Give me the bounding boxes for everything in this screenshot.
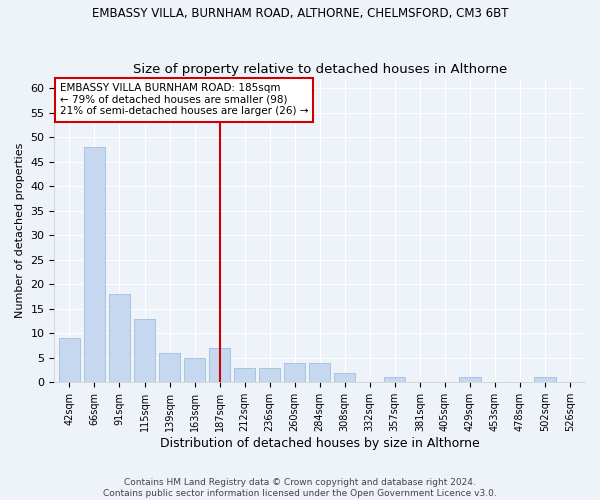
Bar [535, 378, 556, 382]
Bar [84, 147, 105, 382]
Bar [134, 318, 155, 382]
Bar [209, 348, 230, 382]
Text: Contains HM Land Registry data © Crown copyright and database right 2024.
Contai: Contains HM Land Registry data © Crown c… [103, 478, 497, 498]
Bar [334, 372, 355, 382]
Y-axis label: Number of detached properties: Number of detached properties [15, 143, 25, 318]
Bar [59, 338, 80, 382]
Bar [284, 362, 305, 382]
Bar [459, 378, 481, 382]
Bar [184, 358, 205, 382]
Bar [384, 378, 406, 382]
Text: EMBASSY VILLA, BURNHAM ROAD, ALTHORNE, CHELMSFORD, CM3 6BT: EMBASSY VILLA, BURNHAM ROAD, ALTHORNE, C… [92, 8, 508, 20]
Bar [109, 294, 130, 382]
Bar [159, 353, 180, 382]
Bar [234, 368, 255, 382]
Bar [259, 368, 280, 382]
X-axis label: Distribution of detached houses by size in Althorne: Distribution of detached houses by size … [160, 437, 479, 450]
Bar [309, 362, 331, 382]
Text: EMBASSY VILLA BURNHAM ROAD: 185sqm
← 79% of detached houses are smaller (98)
21%: EMBASSY VILLA BURNHAM ROAD: 185sqm ← 79%… [60, 83, 308, 116]
Title: Size of property relative to detached houses in Althorne: Size of property relative to detached ho… [133, 63, 507, 76]
